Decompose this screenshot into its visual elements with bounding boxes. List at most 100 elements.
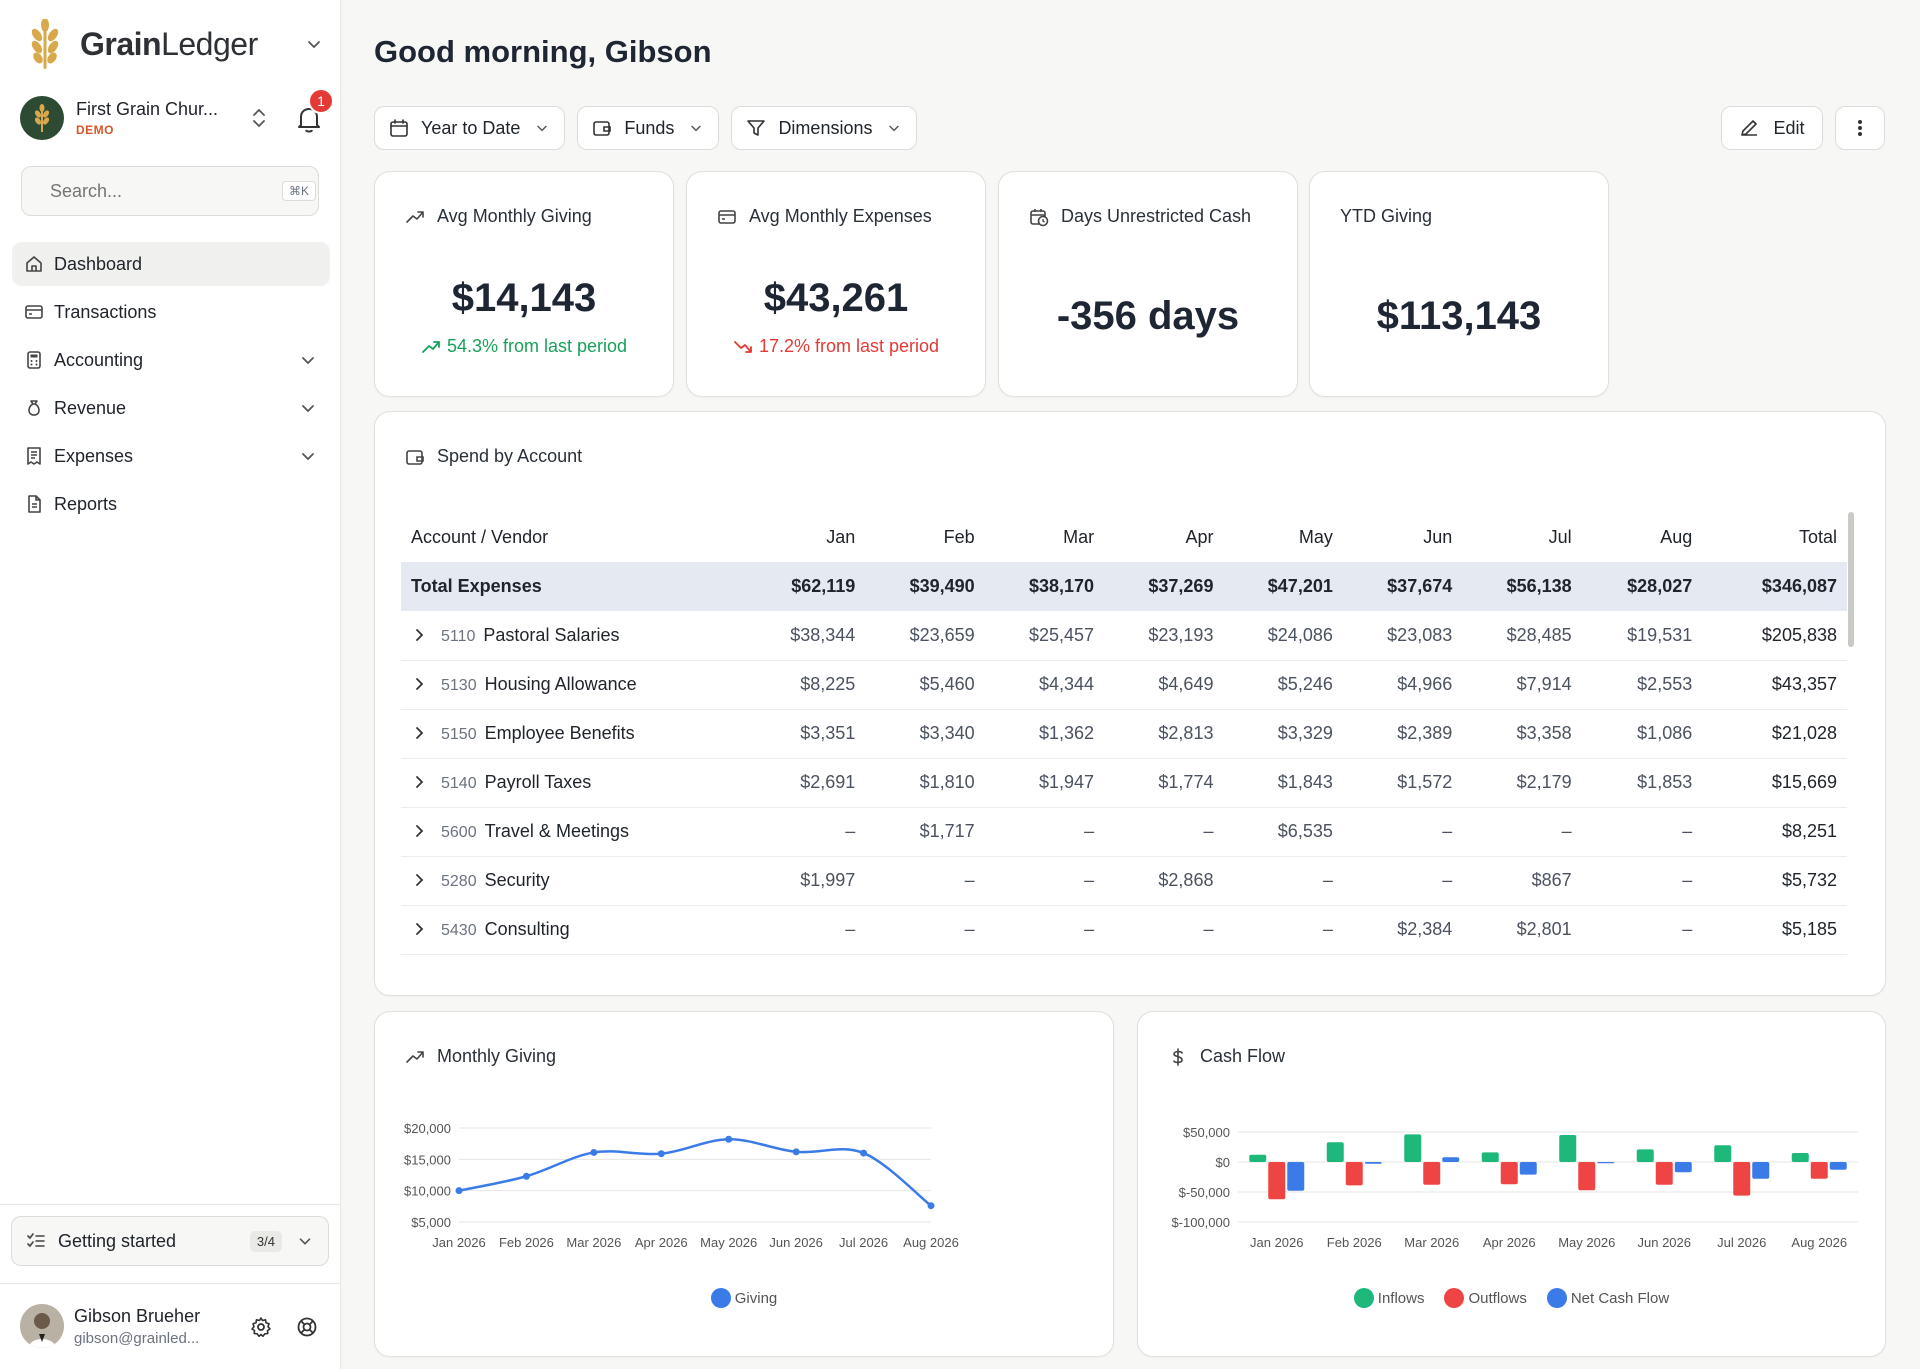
- table-scrollbar[interactable]: [1848, 512, 1854, 647]
- data-point[interactable]: [522, 1172, 530, 1180]
- table-row[interactable]: 5150 Employee Benefits $3,351 $3,340 $1,362 $…: [401, 709, 1847, 759]
- data-point[interactable]: [927, 1202, 935, 1210]
- data-point[interactable]: [590, 1148, 598, 1156]
- bar-inflows[interactable]: [1714, 1145, 1732, 1162]
- chevron-updown-icon[interactable]: [248, 106, 270, 130]
- bar-net-cash-flow[interactable]: [1674, 1162, 1692, 1173]
- data-point[interactable]: [657, 1150, 665, 1158]
- bar-inflows[interactable]: [1404, 1134, 1422, 1162]
- sidebar-item-dashboard[interactable]: Dashboard: [12, 242, 330, 286]
- chevron-right-icon[interactable]: [411, 627, 427, 643]
- sidebar-item-revenue[interactable]: Revenue: [12, 386, 330, 430]
- legend-item[interactable]: Outflows: [1444, 1288, 1527, 1308]
- cell: –: [1223, 856, 1343, 906]
- sidebar-item-transactions[interactable]: Transactions: [12, 290, 330, 334]
- chevron-right-icon[interactable]: [411, 872, 427, 888]
- cell: $4,649: [1104, 660, 1224, 710]
- legend-swatch: [710, 1288, 731, 1308]
- chevron-down-icon[interactable]: [298, 446, 318, 466]
- bar-net-cash-flow[interactable]: [1287, 1162, 1305, 1191]
- x-tick-label: Jun 2026: [1638, 1235, 1692, 1250]
- legend-item[interactable]: Inflows: [1353, 1288, 1424, 1308]
- bar-inflows[interactable]: [1636, 1149, 1654, 1162]
- bar-net-cash-flow[interactable]: [1519, 1162, 1537, 1175]
- table-row[interactable]: 5600 Travel & Meetings – $1,717– – $6,535– – – $…: [401, 807, 1847, 857]
- chevron-right-icon[interactable]: [411, 774, 427, 790]
- user-profile[interactable]: Gibson Brueher gibson@grainled...: [20, 1302, 330, 1350]
- filter-dimensions[interactable]: Dimensions: [731, 106, 918, 150]
- bar-outflows[interactable]: [1423, 1162, 1441, 1185]
- bar-outflows[interactable]: [1500, 1162, 1518, 1185]
- more-options-button[interactable]: [1835, 106, 1885, 150]
- bar-outflows[interactable]: [1810, 1162, 1828, 1179]
- cell: $1,810: [865, 758, 985, 808]
- data-point[interactable]: [455, 1187, 463, 1195]
- search-box[interactable]: ⌘K: [21, 166, 319, 216]
- bar-net-cash-flow[interactable]: [1829, 1162, 1847, 1170]
- legend-label: Outflows: [1468, 1289, 1527, 1307]
- cell: $38,344: [744, 611, 866, 661]
- search-input[interactable]: [50, 180, 282, 202]
- bar-outflows[interactable]: [1268, 1162, 1286, 1200]
- filter-label: Dimensions: [778, 117, 873, 138]
- bar-outflows[interactable]: [1655, 1162, 1673, 1185]
- y-tick-label: $-50,000: [1179, 1185, 1230, 1200]
- data-point[interactable]: [860, 1149, 868, 1157]
- org-switcher[interactable]: First Grain Chur... DEMO 1: [20, 88, 334, 142]
- main-content: Good morning, Gibson Year to Date Funds Di…: [341, 0, 1920, 1369]
- sidebar-item-reports[interactable]: Reports: [12, 482, 330, 526]
- filter-year-to-date[interactable]: Year to Date: [374, 106, 566, 150]
- data-point[interactable]: [725, 1135, 733, 1143]
- account-cell: 5110 Pastoral Salaries: [401, 611, 745, 661]
- legend-item[interactable]: Giving: [710, 1288, 777, 1308]
- bar-outflows[interactable]: [1345, 1162, 1363, 1186]
- data-point[interactable]: [792, 1148, 800, 1156]
- bar-inflows[interactable]: [1249, 1154, 1267, 1162]
- cell: –: [1462, 807, 1582, 857]
- column-header: May: [1298, 526, 1333, 547]
- table-row[interactable]: 5280 Security $1,997– – $2,868– – $867– $5,732: [401, 856, 1847, 906]
- kpi-title: YTD Giving: [1340, 206, 1433, 226]
- table-row[interactable]: 5110 Pastoral Salaries $38,344 $23,659 $25,4…: [401, 611, 1847, 661]
- lifebuoy-icon[interactable]: [296, 1316, 318, 1338]
- kpi-card-days-unrestricted-cash: Days Unrestricted Cash -356 days: [998, 171, 1298, 397]
- x-tick-label: Jan 2026: [1250, 1235, 1304, 1250]
- bar-outflows[interactable]: [1578, 1162, 1596, 1191]
- getting-started-button[interactable]: Getting started 3/4: [11, 1216, 329, 1266]
- edit-button[interactable]: Edit: [1721, 106, 1823, 150]
- bar-net-cash-flow[interactable]: [1752, 1162, 1770, 1179]
- sidebar-item-accounting[interactable]: Accounting: [12, 338, 330, 382]
- kpi-card-avg-monthly-giving: Avg Monthly Giving $14,143 54.3% from last…: [374, 171, 674, 397]
- chevron-right-icon[interactable]: [411, 725, 427, 741]
- filter-icon: [747, 120, 766, 136]
- brand[interactable]: GrainLedger: [28, 16, 328, 72]
- bar-net-cash-flow[interactable]: [1597, 1162, 1615, 1164]
- calendar-clock-icon: [1030, 208, 1049, 226]
- table-row[interactable]: 5430 Consulting – – – – – $2,384 $2,801– $5,185: [401, 905, 1847, 955]
- chevron-down-icon: [691, 125, 702, 132]
- chevron-right-icon[interactable]: [411, 676, 427, 692]
- y-tick-label: $5,000: [411, 1215, 451, 1230]
- bar-outflows[interactable]: [1733, 1162, 1751, 1196]
- bar-inflows[interactable]: [1481, 1152, 1499, 1162]
- gear-icon[interactable]: [250, 1316, 272, 1338]
- filter-funds[interactable]: Funds: [577, 106, 720, 150]
- cell: –: [1581, 905, 1703, 955]
- table-row[interactable]: 5140 Payroll Taxes $2,691 $1,810 $1,947 $1,77…: [401, 758, 1847, 808]
- cell: $1,853: [1581, 758, 1703, 808]
- chevron-right-icon[interactable]: [411, 921, 427, 937]
- table-row[interactable]: 5130 Housing Allowance $8,225 $5,460 $4,344 $…: [401, 660, 1847, 710]
- legend-item[interactable]: Net Cash Flow: [1546, 1288, 1669, 1308]
- cell: $1,717: [865, 807, 985, 857]
- bar-net-cash-flow[interactable]: [1442, 1157, 1460, 1162]
- chevron-right-icon[interactable]: [411, 823, 427, 839]
- sidebar-item-expenses[interactable]: Expenses: [12, 434, 330, 478]
- bar-inflows[interactable]: [1791, 1153, 1809, 1162]
- chevron-down-icon[interactable]: [298, 350, 318, 370]
- kpi-value: $113,143: [1376, 294, 1542, 338]
- bar-net-cash-flow[interactable]: [1364, 1162, 1382, 1164]
- bar-inflows[interactable]: [1326, 1142, 1344, 1162]
- chevron-down-icon[interactable]: [298, 398, 318, 418]
- bar-inflows[interactable]: [1559, 1135, 1577, 1162]
- chevron-down-icon[interactable]: [304, 34, 324, 54]
